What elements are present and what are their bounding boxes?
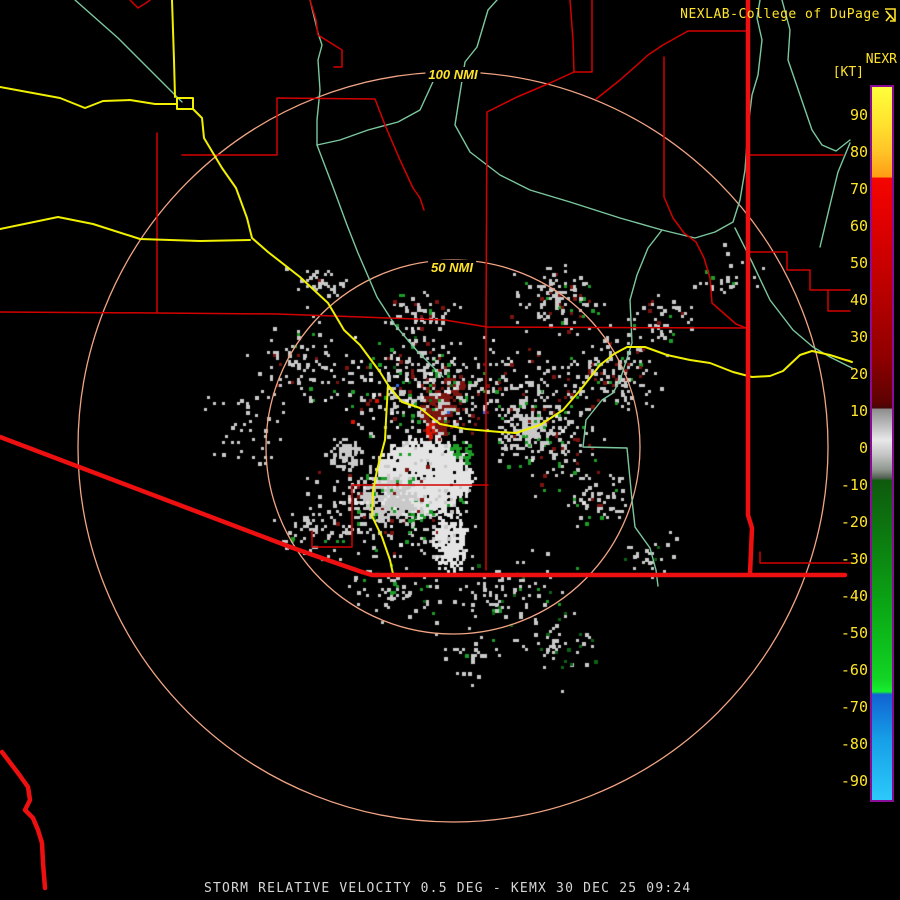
range-ring-label-100: 100 NMI — [425, 67, 481, 82]
colorbar-tick-label: 20 — [849, 365, 868, 383]
colorbar-title: NEXR — [865, 52, 897, 67]
colorbar-tick-label: -60 — [840, 661, 868, 679]
colorbar-tick-label: 90 — [849, 106, 868, 124]
colorbar-tick-label: 30 — [849, 328, 868, 346]
colorbar-tick-label: -20 — [840, 513, 868, 531]
range-ring-label-50: 50 NMI — [428, 260, 476, 275]
site-title-text: NEXLAB-College of DuPage — [680, 7, 880, 22]
colorbar-tick-label: -90 — [840, 772, 868, 790]
colorbar-tick-label: -30 — [840, 550, 868, 568]
colorbar-gradient — [870, 85, 894, 802]
colorbar-tick-label: -50 — [840, 624, 868, 642]
colorbar-tick-label: 10 — [849, 402, 868, 420]
colorbar-tick-labels: 90 80 70 60 50 40 30 20 10 0 -10 -20 -30 -40 -50 -60 -70… — [820, 0, 868, 900]
colorbar-tick-label: 60 — [849, 217, 868, 235]
colorbar-tick-label: 40 — [849, 291, 868, 309]
colorbar-tick-label: -80 — [840, 735, 868, 753]
highway-lines — [0, 0, 853, 575]
colorbar-tick-label: -70 — [840, 698, 868, 716]
colorbar-tick-label: 80 — [849, 143, 868, 161]
range-rings — [77, 71, 829, 823]
range-ring-100 — [77, 71, 829, 823]
border-lines — [0, 0, 848, 891]
colorbar-tick-label: 0 — [858, 439, 868, 457]
colorbar-units: [KT] — [832, 65, 864, 80]
cod-logo-icon — [884, 7, 896, 22]
colorbar-tick-label: 50 — [849, 254, 868, 272]
county-lines — [0, 0, 851, 571]
colorbar-tick-label: 70 — [849, 180, 868, 198]
colorbar-tick-label: -10 — [840, 476, 868, 494]
site-title: NEXLAB-College of DuPage — [680, 7, 896, 22]
product-status-line: STORM RELATIVE VELOCITY 0.5 DEG - KEMX 3… — [204, 881, 692, 896]
colorbar-tick-label: -40 — [840, 587, 868, 605]
river-lines — [74, 0, 853, 587]
